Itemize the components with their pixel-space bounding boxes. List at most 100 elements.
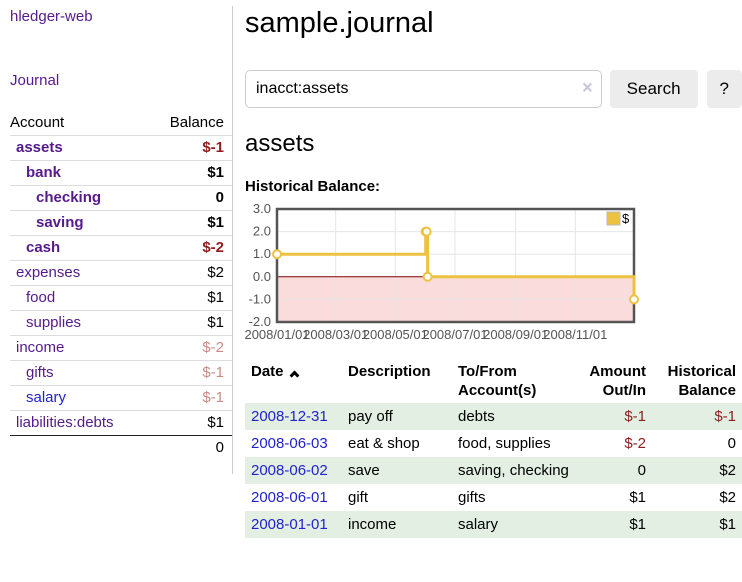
transaction-description: save <box>348 462 380 479</box>
account-balance: $1 <box>148 210 232 236</box>
account-link[interactable]: cash <box>26 239 61 256</box>
header-description: Description <box>348 363 431 380</box>
page: hledger-web Journal Account Balance asse… <box>10 6 742 538</box>
account-balance: 0 <box>148 185 232 211</box>
chart-x-tick-label: 2008/05/01 <box>363 327 428 342</box>
transaction-date-link[interactable]: 2008-06-03 <box>251 435 328 452</box>
chart-y-tick-label: 3.0 <box>253 201 271 216</box>
account-row: gifts $-1 <box>10 360 232 386</box>
transaction-date-link[interactable]: 2008-06-01 <box>251 489 328 506</box>
transaction-amount: 0 <box>637 462 646 479</box>
chart-x-tick-label: 2008/03/01 <box>303 327 368 342</box>
account-row: checking 0 <box>10 185 232 211</box>
account-row: assets $-1 <box>10 135 232 161</box>
transaction-description: eat & shop <box>348 435 420 452</box>
chart-border <box>275 207 636 324</box>
search-input[interactable] <box>245 70 602 108</box>
transaction-balance: 0 <box>727 435 736 452</box>
accounts-header-account: Account <box>10 114 65 131</box>
account-balance: $-2 <box>148 235 232 261</box>
transaction-accounts: gifts <box>458 489 486 506</box>
accounts-table-body: Account Balance assets $-1 bank $1 check… <box>10 111 232 436</box>
brand-link[interactable]: hledger-web <box>10 8 93 25</box>
account-heading: assets <box>245 130 315 157</box>
transaction-amount: $1 <box>629 516 646 533</box>
help-button[interactable]: ? <box>706 70 742 108</box>
chart-x-tick-label: 2008/01/01 <box>244 327 309 342</box>
transaction-description: gift <box>348 489 369 506</box>
header-accounts: To/From Account(s) <box>458 363 537 399</box>
account-link[interactable]: checking <box>36 189 102 206</box>
table-row: 2008-12-31 pay off debts $-1 $-1 <box>245 403 742 430</box>
transaction-balance: $2 <box>719 489 736 506</box>
chart-y-tick-label: 2.0 <box>253 224 271 239</box>
register-table-body: 2008-12-31 pay off debts $-1 $-1 2008-06… <box>245 403 742 538</box>
account-link[interactable]: gifts <box>26 364 54 381</box>
account-link[interactable]: expenses <box>16 264 81 281</box>
account-balance: $1 <box>148 160 232 186</box>
chart-data-point[interactable] <box>422 271 433 282</box>
historical-balance-chart[interactable]: $ -2.0 -1.0 0.0 1.0 2.0 3.0 2008/01/012008/03/0… <box>244 196 742 348</box>
transaction-description: income <box>348 516 397 533</box>
transaction-balance: $1 <box>719 516 736 533</box>
chart-data-point[interactable] <box>629 294 639 305</box>
account-link[interactable]: liabilities:debts <box>16 414 114 431</box>
account-row: expenses $2 <box>10 260 232 286</box>
account-row: liabilities:debts $1 <box>10 410 232 436</box>
chart-x-tick-label: 2008/11/01 <box>543 327 607 342</box>
account-row: income $-2 <box>10 335 232 361</box>
header-date[interactable]: Date <box>245 360 342 403</box>
account-balance: $-1 <box>148 360 232 386</box>
account-row: bank $1 <box>10 160 232 186</box>
chart-legend-label: $ <box>622 211 630 226</box>
sort-ascending-icon <box>289 370 299 381</box>
transaction-accounts: saving, checking <box>458 462 569 479</box>
account-link[interactable]: income <box>16 339 65 356</box>
chart-data-point[interactable] <box>421 226 432 237</box>
header-balance: Historical Balance <box>667 363 736 399</box>
transaction-balance: $2 <box>719 462 736 479</box>
account-link[interactable]: assets <box>16 139 63 156</box>
accounts-header-balance: Balance <box>169 114 224 131</box>
account-balance: $2 <box>148 260 232 286</box>
account-link[interactable]: bank <box>26 164 62 181</box>
chart-y-tick-label: 1.0 <box>253 246 271 261</box>
account-link[interactable]: supplies <box>26 314 82 331</box>
table-row: 2008-01-01 income salary $1 $1 <box>245 511 742 538</box>
accounts-header-row: Account Balance <box>10 111 232 136</box>
chart-data-point[interactable] <box>272 249 282 260</box>
account-row: salary $-1 <box>10 385 232 411</box>
transaction-date-link[interactable]: 2008-01-01 <box>251 516 328 533</box>
transaction-amount: $-1 <box>624 408 646 425</box>
transaction-accounts: salary <box>458 516 499 533</box>
header-amount: Amount Out/In <box>589 363 646 399</box>
clear-search-icon[interactable]: × <box>582 77 593 98</box>
transaction-accounts: food, supplies <box>458 435 551 452</box>
accounts-table: Account Balance assets $-1 bank $1 check… <box>10 111 232 460</box>
accounts-total-row: 0 <box>10 435 232 460</box>
chart-title: Historical Balance: <box>245 178 381 195</box>
table-row: 2008-06-01 gift gifts $1 $2 <box>245 484 742 511</box>
register-header-row: Date Description To/From Account(s) Amou… <box>245 360 742 403</box>
table-row: 2008-06-03 eat & shop food, supplies $-2… <box>245 430 742 457</box>
search-button[interactable]: Search <box>609 70 698 108</box>
sidebar-item-journal[interactable]: Journal <box>10 72 60 89</box>
transaction-amount: $1 <box>629 489 646 506</box>
chart-y-tick-label: 0.0 <box>253 269 271 284</box>
transaction-date-link[interactable]: 2008-12-31 <box>251 408 328 425</box>
transaction-amount: $-2 <box>624 435 646 452</box>
account-balance: $1 <box>148 410 232 436</box>
chart-x-tick-label: 2008/07/01 <box>422 327 487 342</box>
table-row: 2008-06-02 save saving, checking 0 $2 <box>245 457 742 484</box>
register-table: Date Description To/From Account(s) Amou… <box>245 360 742 538</box>
account-link[interactable]: salary <box>26 389 67 406</box>
account-link[interactable]: food <box>26 289 56 306</box>
account-balance: $1 <box>148 310 232 336</box>
main-content: sample.journal × Search ? assets Histori… <box>233 6 742 538</box>
chart-y-tick-label: -2.0 <box>249 314 271 329</box>
transaction-date-link[interactable]: 2008-06-02 <box>251 462 328 479</box>
account-balance: $1 <box>148 285 232 311</box>
transaction-description: pay off <box>348 408 393 425</box>
account-link[interactable]: saving <box>36 214 84 231</box>
account-balance: $-1 <box>148 135 232 161</box>
